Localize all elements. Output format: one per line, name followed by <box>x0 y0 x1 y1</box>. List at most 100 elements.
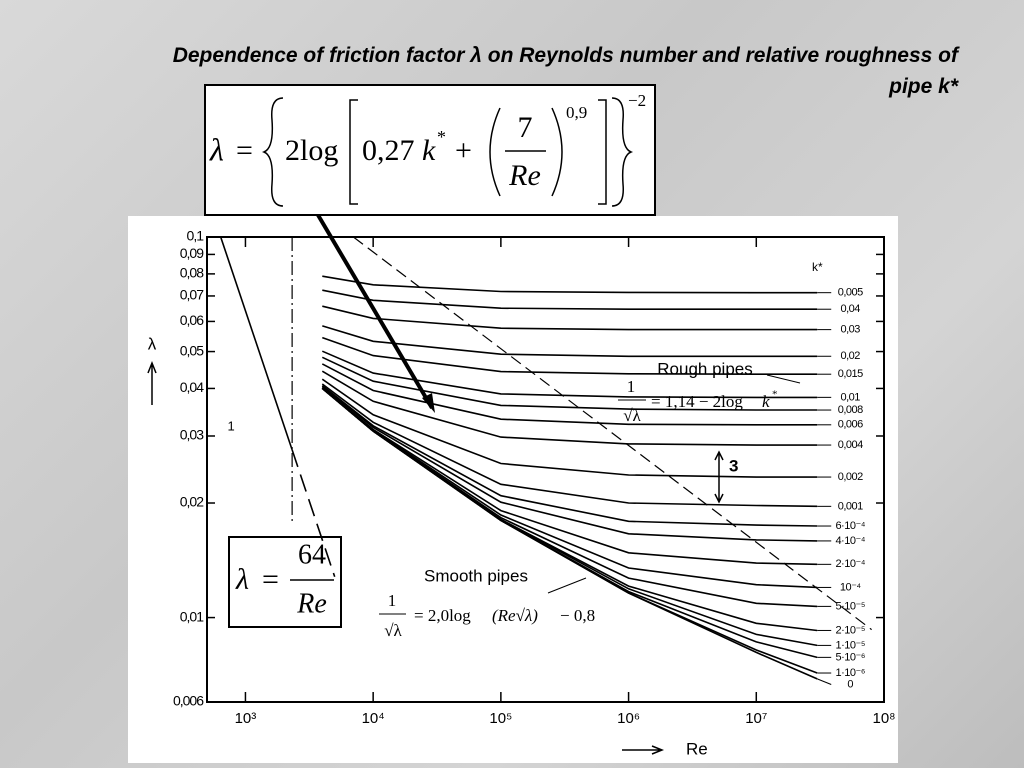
series-line <box>321 378 818 478</box>
legend-title: k* <box>812 260 823 274</box>
legend-label: 0,015 <box>838 368 863 380</box>
formula-box <box>228 536 342 628</box>
formula-box <box>204 84 656 216</box>
laminar-formula: λ = 64 Re <box>228 536 342 628</box>
formula-part: λ <box>235 563 249 596</box>
formula-part: −2 <box>628 91 646 110</box>
formula-part: = 1,14 − 2log <box>651 392 743 411</box>
formula-part: 0,27 <box>362 134 415 167</box>
formula-part: k <box>422 134 436 167</box>
legend-label: 0,008 <box>838 404 863 416</box>
series-line <box>321 385 818 542</box>
series-line <box>322 305 818 331</box>
plot-frame <box>206 236 885 703</box>
y-tick-label: 0,08 <box>180 265 204 281</box>
legend-label: 1·10⁻⁶ <box>836 667 865 679</box>
x-tick-label: 10⁵ <box>489 710 512 727</box>
label-leader <box>817 678 832 685</box>
formula-part: = <box>236 134 253 167</box>
legend-label: 0,005 <box>838 287 863 299</box>
slide-title: Dependence of friction factor λ on Reyno… <box>172 44 958 98</box>
bracket <box>598 99 607 205</box>
legend-label: 0,004 <box>838 439 863 451</box>
leader-line <box>766 374 801 384</box>
y-tick-label: 0,07 <box>180 287 204 303</box>
formula-part: 1 <box>388 591 397 610</box>
bracket <box>349 99 358 205</box>
formula-part: λ <box>209 131 224 167</box>
formula-part: √λ <box>384 621 402 640</box>
y-tick-label: 0,03 <box>180 427 204 443</box>
formula-part: 1 <box>627 377 636 396</box>
legend-label: 5·10⁻⁶ <box>836 651 865 663</box>
legend-label: 1·10⁻⁵ <box>836 639 865 651</box>
formula-part: Re <box>296 588 327 619</box>
formula-part: * <box>772 389 778 401</box>
legend-label: 0,04 <box>841 303 861 315</box>
y-tick-label: 0,04 <box>180 379 204 395</box>
chart-panel <box>128 216 898 763</box>
y-tick-label: 0,05 <box>180 342 204 358</box>
annotation: 3 <box>729 456 738 475</box>
formula-part: (Re√λ) <box>492 606 538 625</box>
series-line <box>321 356 818 411</box>
series-line <box>321 363 818 426</box>
formula-part: = <box>262 563 279 596</box>
brace <box>611 97 634 207</box>
series-line <box>322 289 818 310</box>
formula-part: k <box>762 392 770 411</box>
x-tick-label: 10⁶ <box>617 710 640 727</box>
series-line <box>321 350 818 399</box>
legend-label: 0,01 <box>841 391 861 403</box>
x-tick-label: 10⁸ <box>872 710 895 727</box>
series-line <box>321 384 818 527</box>
brace <box>261 97 284 207</box>
formula-part: * <box>437 127 446 147</box>
x-tick-label: 10⁴ <box>362 710 385 727</box>
legend-label: 5·10⁻⁵ <box>836 600 865 612</box>
series-label: 1 <box>227 419 234 434</box>
axis-arrow <box>147 360 157 405</box>
x-tick-label: 10⁷ <box>745 710 767 727</box>
legend-label: 0,02 <box>841 350 861 362</box>
y-axis-label: λ <box>148 334 157 353</box>
series-line <box>321 370 818 446</box>
formula-part: √λ <box>623 406 641 425</box>
legend-label: 10⁻⁴ <box>840 581 862 593</box>
y-tick-label: 0,09 <box>180 245 204 261</box>
y-tick-label: 0,01 <box>180 608 204 624</box>
series-line <box>321 387 818 680</box>
series-line <box>321 383 818 508</box>
legend-label: 0,002 <box>838 471 863 483</box>
formula-part: − 0,8 <box>560 606 595 625</box>
laminar-line <box>219 237 293 451</box>
paren <box>551 107 563 197</box>
formula-part: + <box>455 134 472 167</box>
y-tick-label: 0,02 <box>180 494 204 510</box>
main-formula: λ = 2log 0,27 k * + 7 Re 0,9 −2 <box>204 84 656 216</box>
formula-part: 0,9 <box>566 103 587 122</box>
legend-label: 2·10⁻⁵ <box>836 624 865 636</box>
axis-arrow <box>622 745 665 755</box>
y-tick-label: 0,06 <box>180 312 204 328</box>
legend-label: 2·10⁻⁴ <box>835 558 865 570</box>
legend-label: 6·10⁻⁴ <box>835 520 865 532</box>
formula-part: = 2,0log <box>414 606 471 625</box>
formula-part: Re <box>508 159 541 192</box>
x-axis-label: Re <box>686 739 708 758</box>
smooth-formula: 1 √λ = 2,0log (Re√λ) − 0,8 <box>379 591 595 640</box>
pointer-arrow <box>316 213 434 410</box>
legend-label: 0,03 <box>841 324 861 336</box>
y-tick-label: 0,1 <box>187 228 205 244</box>
y-tick-label: 0,006 <box>173 693 204 709</box>
leader-line <box>547 577 587 594</box>
series-line <box>322 325 818 358</box>
paren <box>489 107 501 197</box>
x-tick-label: 10³ <box>235 710 257 727</box>
series-line <box>322 336 818 375</box>
legend-label: 0,001 <box>838 500 863 512</box>
formula-part: 2log <box>285 134 338 167</box>
series-line <box>322 275 818 294</box>
